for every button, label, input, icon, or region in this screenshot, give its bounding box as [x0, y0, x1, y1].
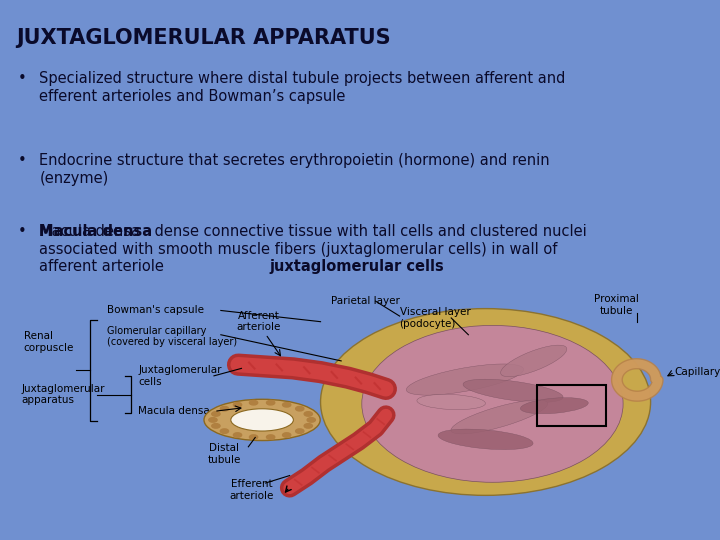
Circle shape [249, 401, 258, 405]
Text: Macula densa: Macula densa [40, 224, 153, 239]
Circle shape [249, 435, 258, 440]
Text: Efferent
arteriole: Efferent arteriole [230, 479, 274, 501]
Circle shape [212, 424, 220, 428]
Circle shape [282, 402, 291, 407]
Text: Visceral layer
(podocyte): Visceral layer (podocyte) [400, 307, 470, 329]
Circle shape [233, 402, 242, 407]
Ellipse shape [320, 309, 651, 495]
Circle shape [233, 433, 242, 437]
Ellipse shape [362, 326, 623, 482]
Circle shape [220, 429, 228, 434]
Circle shape [220, 407, 228, 411]
Text: Distal
tubule: Distal tubule [207, 443, 241, 465]
Circle shape [212, 411, 220, 416]
Text: •: • [18, 71, 27, 86]
Text: Proximal
tubule: Proximal tubule [594, 294, 639, 316]
Text: Macula densa: Macula densa [138, 406, 210, 416]
Ellipse shape [406, 364, 523, 395]
Ellipse shape [463, 379, 563, 402]
Circle shape [209, 417, 217, 422]
Ellipse shape [438, 429, 533, 450]
Circle shape [304, 411, 312, 416]
Ellipse shape [204, 399, 320, 441]
Text: JUXTAGLOMERULAR APPARATUS: JUXTAGLOMERULAR APPARATUS [17, 28, 391, 48]
Text: Afferent
arteriole: Afferent arteriole [236, 311, 281, 333]
Ellipse shape [231, 409, 293, 431]
Text: Endocrine structure that secretes erythropoietin (hormone) and renin
(enzyme): Endocrine structure that secretes erythr… [40, 153, 550, 186]
Circle shape [304, 424, 312, 428]
Circle shape [266, 401, 275, 405]
Text: juxtaglomerular cells: juxtaglomerular cells [269, 259, 444, 274]
Circle shape [296, 407, 304, 411]
Text: Specialized structure where distal tubule projects between afferent and
efferent: Specialized structure where distal tubul… [40, 71, 566, 104]
Text: Juxtaglomerular
cells: Juxtaglomerular cells [138, 365, 222, 387]
Text: Macula densa - dense connective tissue with tall cells and clustered nuclei
asso: Macula densa - dense connective tissue w… [40, 224, 587, 274]
Circle shape [296, 429, 304, 434]
Text: Parietal layer: Parietal layer [331, 296, 400, 306]
Ellipse shape [417, 394, 485, 410]
Text: Juxtaglomerular
apparatus: Juxtaglomerular apparatus [22, 384, 105, 406]
Text: •: • [18, 153, 27, 168]
Text: Renal
corpuscle: Renal corpuscle [24, 332, 74, 353]
Text: •: • [18, 224, 27, 239]
Text: Capillary: Capillary [675, 367, 720, 377]
Text: Bowman's capsule: Bowman's capsule [107, 306, 204, 315]
Ellipse shape [500, 345, 567, 377]
Circle shape [307, 417, 315, 422]
Bar [537, 385, 606, 426]
Circle shape [266, 435, 275, 440]
Ellipse shape [451, 400, 548, 434]
Ellipse shape [521, 397, 588, 414]
Circle shape [282, 433, 291, 437]
Text: Glomerular capillary
(covered by visceral layer): Glomerular capillary (covered by viscera… [107, 326, 238, 347]
